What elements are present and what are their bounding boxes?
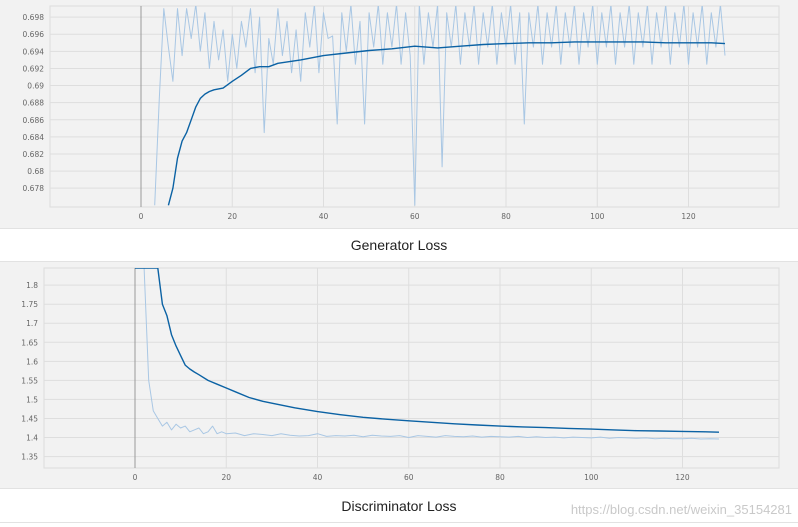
y-tick-label: 0.696: [23, 30, 45, 39]
discriminator-loss-chart: 1.35 1.4 1.45 1.5 1.55 1.6 1.65 1.7 1.75 1.8 0 20 40…: [21, 267, 780, 482]
discriminator-plot-area: 1.35 1.4 1.45 1.5 1.55 1.6 1.65 1.7 1.75 1.8 0 20 40…: [0, 262, 798, 488]
discriminator-panel-divider: [0, 522, 798, 523]
generator-loss-panel: 0.678 0.68 0.682 0.684 0.686 0.688 0.69 0.692 0.…: [0, 0, 798, 262]
y-tick-label: 0.69: [27, 82, 44, 91]
y-tick-label: 0.698: [23, 13, 45, 22]
y-tick-label: 1.8: [26, 281, 38, 290]
x-tick-label: 100: [590, 212, 605, 221]
y-tick-label: 1.75: [21, 300, 38, 309]
y-tick-label: 1.6: [26, 357, 38, 366]
y-tick-label: 0.684: [23, 133, 45, 142]
raw-loss-line: [143, 268, 720, 440]
generator-loss-title: Generator Loss: [0, 228, 798, 262]
y-tick-label: 1.4: [26, 434, 38, 443]
x-tick-label: 120: [681, 212, 696, 221]
discriminator-loss-panel: 1.35 1.4 1.45 1.5 1.55 1.6 1.65 1.7 1.75 1.8 0 20 40…: [0, 262, 798, 527]
raw-loss-line: [154, 6, 726, 206]
x-tick-label: 0: [139, 212, 144, 221]
y-tick-label: 1.7: [26, 319, 38, 328]
generator-panel-divider: [0, 261, 798, 262]
y-tick-label: 0.688: [23, 99, 45, 108]
y-tick-label: 1.45: [21, 414, 38, 423]
x-tick-label: 0: [133, 473, 138, 482]
x-tick-label: 20: [221, 473, 231, 482]
y-tick-label: 0.686: [23, 116, 45, 125]
x-tick-label: 80: [495, 473, 505, 482]
y-tick-label: 0.692: [23, 64, 45, 73]
generator-plot-area: 0.678 0.68 0.682 0.684 0.686 0.688 0.69 0.692 0.…: [0, 0, 798, 228]
y-tick-label: 0.682: [23, 150, 45, 159]
y-tick-label: 0.68: [27, 167, 44, 176]
x-tick-label: 40: [313, 473, 323, 482]
y-tick-label: 0.694: [23, 47, 45, 56]
x-tick-label: 40: [319, 212, 329, 221]
smoothed-loss-line: [135, 268, 720, 433]
watermark: https://blog.csdn.net/weixin_35154281: [570, 502, 792, 517]
y-tick-label: 1.65: [21, 338, 38, 347]
y-tick-label: 0.678: [23, 184, 45, 193]
plot-frame: [43, 267, 780, 469]
y-tick-label: 1.55: [21, 376, 38, 385]
generator-loss-chart: 0.678 0.68 0.682 0.684 0.686 0.688 0.69 0.692 0.…: [23, 5, 780, 221]
x-tick-label: 100: [584, 473, 599, 482]
x-tick-label: 80: [501, 212, 511, 221]
x-tick-label: 60: [404, 473, 414, 482]
x-tick-label: 120: [675, 473, 690, 482]
x-tick-label: 60: [410, 212, 420, 221]
y-tick-label: 1.5: [26, 395, 38, 404]
smoothed-loss-line: [167, 41, 726, 206]
x-tick-label: 20: [227, 212, 237, 221]
y-tick-label: 1.35: [21, 453, 38, 462]
discriminator-loss-title: Discriminator Loss: [0, 488, 798, 523]
